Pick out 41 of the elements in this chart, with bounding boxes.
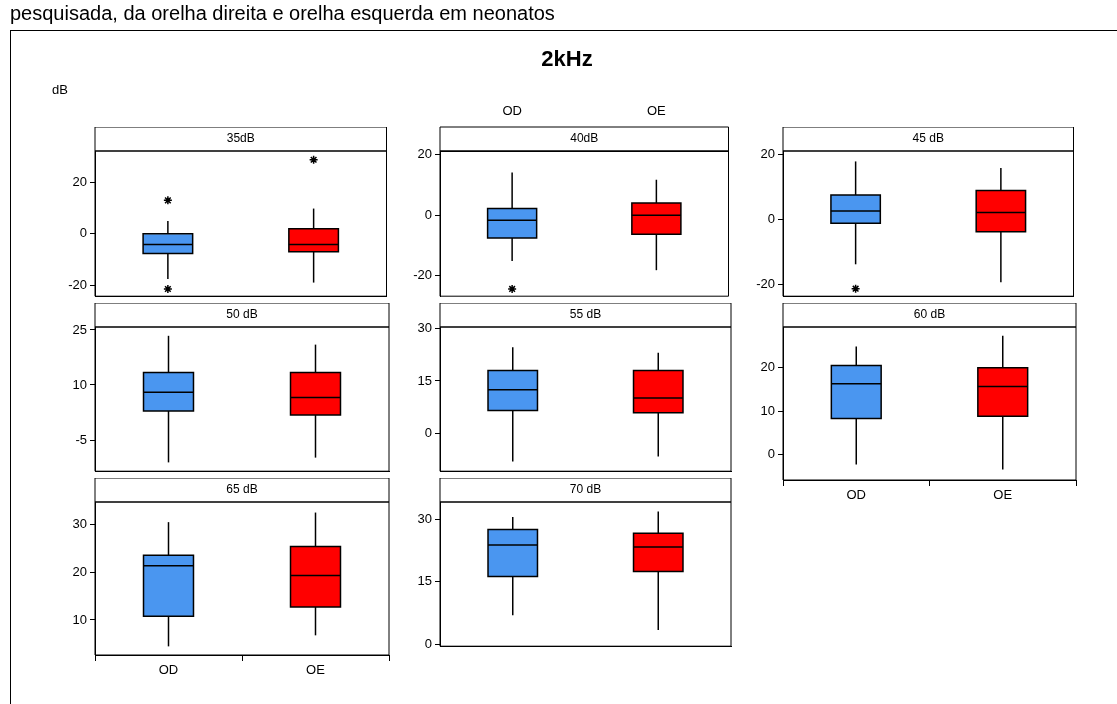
y-tick-label: 20	[417, 146, 432, 162]
y-tick-label: 0	[424, 424, 432, 440]
x-tick-label: OE	[646, 102, 667, 118]
chart-title: 40dB	[570, 131, 599, 146]
y-tick-label: 20	[760, 146, 775, 162]
y-tick-label: 15	[417, 573, 432, 589]
x-tick-label: OD	[502, 102, 522, 118]
x-tick-label: OD	[158, 662, 179, 678]
y-tick-label: 10	[72, 611, 87, 627]
y-tick-label: 30	[417, 510, 432, 526]
chart-title: 55 dB	[569, 307, 602, 322]
y-tick-label: 0	[424, 635, 432, 651]
y-tick-label: 20	[72, 563, 87, 579]
y-tick-label: 20	[760, 359, 775, 375]
x-tick-label: OE	[306, 662, 326, 678]
text: dB	[52, 82, 68, 97]
y-tick-label: 25	[72, 321, 87, 337]
text: pesquisada, da orelha direita e orelha esquerda em neonatos	[10, 2, 555, 25]
chart-title: 70 dB	[569, 482, 602, 497]
y-tick-label: 10	[72, 376, 87, 392]
chart-title: 50 dB	[226, 307, 258, 322]
y-tick-label: 30	[72, 515, 87, 531]
chart-title: 60 dB	[913, 307, 946, 322]
y-tick-label: 0	[767, 446, 775, 462]
x-tick-label: OD	[846, 487, 866, 503]
y-tick-label: 20	[72, 173, 87, 189]
y-tick-label: 0	[767, 211, 775, 227]
y-tick-label: -20	[756, 276, 775, 292]
y-tick-label: 30	[417, 320, 432, 336]
chart-title: 65 dB	[226, 482, 258, 497]
x-tick-label: OE	[993, 487, 1013, 503]
y-tick-label: -20	[413, 267, 432, 283]
chart-title: 45 dB	[912, 131, 944, 146]
y-tick-label: -20	[68, 276, 87, 292]
y-tick-label: 15	[417, 372, 432, 388]
text: 2kHz	[540, 46, 594, 72]
y-tick-label: 0	[79, 225, 87, 241]
y-tick-label: 10	[760, 402, 775, 418]
y-tick-label: 0	[424, 206, 432, 222]
chart-title: 35dB	[226, 131, 255, 146]
y-tick-label: -5	[75, 431, 87, 447]
